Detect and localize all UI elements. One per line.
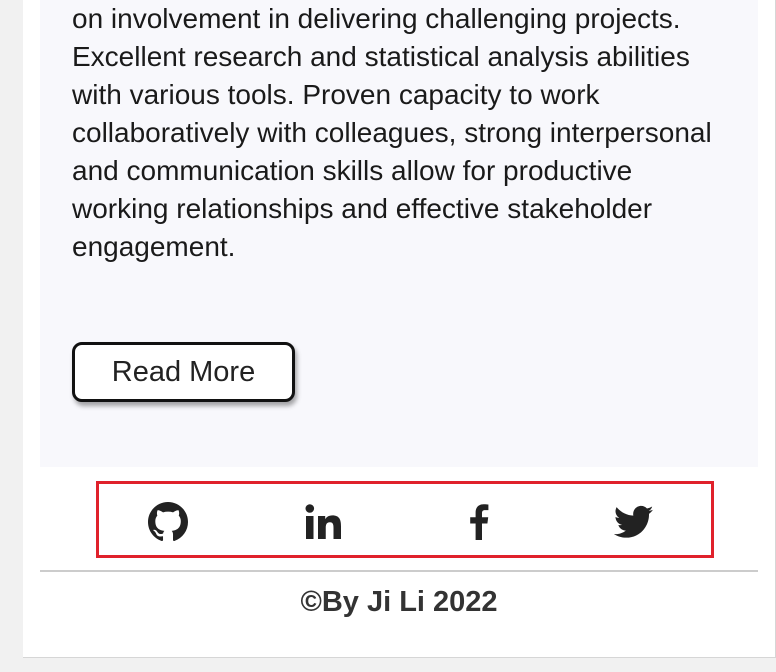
about-card: on involvement in delivering challenging… xyxy=(40,0,758,467)
footer-divider xyxy=(40,570,758,572)
twitter-link[interactable] xyxy=(614,502,654,542)
facebook-link[interactable] xyxy=(459,502,499,542)
github-link[interactable] xyxy=(148,502,188,542)
linkedin-icon xyxy=(305,504,341,539)
page: on involvement in delivering challenging… xyxy=(23,0,776,658)
footer-copyright: ©By Ji Li 2022 xyxy=(300,586,498,618)
read-more-button[interactable]: Read More xyxy=(72,342,295,402)
github-icon xyxy=(148,502,188,542)
linkedin-link[interactable] xyxy=(305,502,345,542)
twitter-icon xyxy=(614,505,654,538)
facebook-icon xyxy=(470,504,489,540)
social-links-bar xyxy=(96,481,714,558)
about-text: on involvement in delivering challenging… xyxy=(72,3,712,262)
